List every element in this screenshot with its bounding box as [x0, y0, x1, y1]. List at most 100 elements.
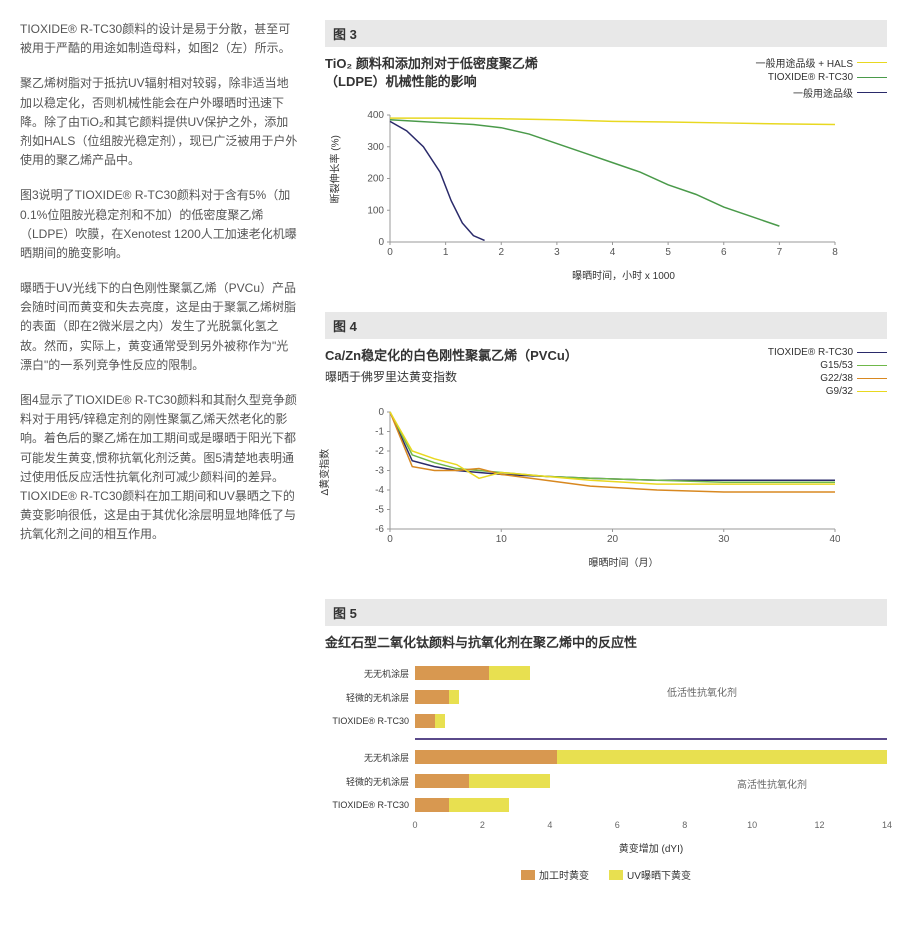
- fig5-title: 金红石型二氧化钛颜料与抗氧化剂在聚乙烯中的反应性: [325, 634, 887, 652]
- paragraph-4: 曝晒于UV光线下的白色刚性聚氯乙烯（PVCu）产品会随时间而黄变和失去亮度，这是…: [20, 279, 300, 375]
- svg-text:3: 3: [554, 247, 560, 258]
- fig5-chart: 无无机涂层 轻微的无机涂层 TIOXIDE® R-TC30 低活性抗氧化剂 无无…: [325, 664, 887, 814]
- x-tick: 8: [682, 820, 687, 830]
- svg-text:0: 0: [378, 237, 384, 248]
- x-tick: 0: [412, 820, 417, 830]
- fig5-label: 图 5: [325, 599, 887, 626]
- paragraph-5: 图4显示了TIOXIDE® R-TC30颜料和其耐久型竞争颜料对于用钙/锌稳定剂…: [20, 391, 300, 545]
- x-tick: 2: [480, 820, 485, 830]
- text-column: TIOXIDE® R-TC30颜料的设计是易于分散，甚至可被用于严酷的用途如制造…: [20, 20, 300, 912]
- bar-uv: [489, 666, 529, 680]
- fig3-label: 图 3: [325, 20, 887, 47]
- bar-uv: [435, 714, 445, 728]
- bar-row: TIOXIDE® R-TC30: [325, 712, 887, 730]
- bar-group: 无无机涂层 轻微的无机涂层 TIOXIDE® R-TC30 高活性抗氧化剂: [325, 748, 887, 814]
- svg-text:6: 6: [721, 247, 727, 258]
- fig5-xaxis: 02468101214: [415, 820, 887, 836]
- svg-text:10: 10: [496, 534, 508, 545]
- bar-group-annotation: 低活性抗氧化剂: [667, 684, 737, 699]
- fig5-xlabel: 黄变增加 (dYI): [415, 840, 887, 855]
- svg-text:2: 2: [498, 247, 504, 258]
- bar-uv: [469, 774, 550, 788]
- bar-uv: [449, 690, 459, 704]
- svg-text:20: 20: [607, 534, 619, 545]
- svg-text:0: 0: [387, 534, 393, 545]
- bar-proc: [415, 714, 435, 728]
- bar-row: 无无机涂层: [325, 748, 887, 766]
- legend-swatch: [857, 62, 887, 64]
- legend-swatch: [857, 391, 887, 393]
- svg-text:4: 4: [610, 247, 616, 258]
- legend-item: TIOXIDE® R-TC30: [755, 72, 887, 83]
- x-tick: 4: [547, 820, 552, 830]
- legend-item: 加工时黄变: [521, 867, 589, 882]
- bar-group: 无无机涂层 轻微的无机涂层 TIOXIDE® R-TC30 低活性抗氧化剂: [325, 664, 887, 730]
- svg-text:8: 8: [832, 247, 838, 258]
- fig3-title: TiO₂ 颜料和添加剂对于低密度聚乙烯（LDPE）机械性能的影响: [325, 55, 585, 91]
- legend-item: 一般用途品级 + HALS: [755, 55, 887, 70]
- bar-row: 无无机涂层: [325, 664, 887, 682]
- legend-item: TIOXIDE® R-TC30: [768, 347, 887, 358]
- x-tick: 6: [615, 820, 620, 830]
- x-tick: 10: [747, 820, 757, 830]
- bar-proc: [415, 750, 557, 764]
- fig3-legend: 一般用途品级 + HALS TIOXIDE® R-TC30 一般用途品级: [755, 55, 887, 102]
- legend-item: UV曝晒下黄变: [609, 867, 691, 882]
- page-container: TIOXIDE® R-TC30颜料的设计是易于分散，甚至可被用于严酷的用途如制造…: [0, 0, 907, 932]
- fig4-label: 图 4: [325, 312, 887, 339]
- paragraph-1: TIOXIDE® R-TC30颜料的设计是易于分散，甚至可被用于严酷的用途如制造…: [20, 20, 300, 58]
- svg-text:0: 0: [387, 247, 393, 258]
- figure-4: 图 4 Ca/Zn稳定化的白色刚性聚氯乙烯（PVCu） 曝晒于佛罗里达黄变指数 …: [325, 312, 887, 569]
- paragraph-2: 聚乙烯树脂对于抵抗UV辐射相对较弱，除非适当地加以稳定化，否则机械性能会在户外曝…: [20, 74, 300, 170]
- bar-group-annotation: 高活性抗氧化剂: [737, 776, 807, 791]
- svg-text:0: 0: [378, 407, 384, 418]
- x-tick: 14: [882, 820, 892, 830]
- fig4-title: Ca/Zn稳定化的白色刚性聚氯乙烯（PVCu）: [325, 347, 578, 365]
- svg-text:100: 100: [367, 205, 384, 216]
- bar-proc: [415, 666, 489, 680]
- bar-category-label: 无无机涂层: [325, 667, 415, 680]
- bar-uv: [557, 750, 887, 764]
- legend-swatch: [521, 870, 535, 880]
- svg-text:30: 30: [718, 534, 730, 545]
- bar-divider: [415, 738, 887, 740]
- legend-swatch: [609, 870, 623, 880]
- bar-row: TIOXIDE® R-TC30: [325, 796, 887, 814]
- bar-proc: [415, 774, 469, 788]
- svg-text:-1: -1: [375, 427, 384, 438]
- bar-proc: [415, 690, 449, 704]
- svg-text:400: 400: [367, 110, 384, 121]
- legend-swatch: [857, 378, 887, 380]
- bar-category-label: 无无机涂层: [325, 751, 415, 764]
- legend-swatch: [857, 92, 887, 94]
- legend-item: G15/53: [768, 360, 887, 371]
- svg-text:-2: -2: [375, 446, 384, 457]
- fig5-legend: 加工时黄变 UV曝晒下黄变: [325, 867, 887, 882]
- bar-category-label: TIOXIDE® R-TC30: [325, 800, 415, 810]
- svg-text:-6: -6: [375, 524, 384, 535]
- figure-5: 图 5 金红石型二氧化钛颜料与抗氧化剂在聚乙烯中的反应性 无无机涂层 轻微的无机…: [325, 599, 887, 882]
- bar-uv: [449, 798, 510, 812]
- fig4-subtitle: 曝晒于佛罗里达黄变指数: [325, 369, 578, 386]
- x-tick: 12: [815, 820, 825, 830]
- legend-item: G9/32: [768, 386, 887, 397]
- bar-category-label: TIOXIDE® R-TC30: [325, 716, 415, 726]
- fig3-chart: 0 100 200 300 400 0 1 2 3 4 5 6 7 8: [360, 110, 840, 260]
- svg-text:300: 300: [367, 142, 384, 153]
- fig3-xlabel: 曝晒时间，小时 x 1000: [360, 267, 887, 282]
- figure-3: 图 3 TiO₂ 颜料和添加剂对于低密度聚乙烯（LDPE）机械性能的影响 一般用…: [325, 20, 887, 282]
- svg-text:7: 7: [777, 247, 783, 258]
- bar-proc: [415, 798, 449, 812]
- bar-category-label: 轻微的无机涂层: [325, 691, 415, 704]
- svg-text:1: 1: [443, 247, 449, 258]
- svg-text:40: 40: [829, 534, 840, 545]
- paragraph-3: 图3说明了TIOXIDE® R-TC30颜料对于含有5%（加0.1%位阻胺光稳定…: [20, 186, 300, 263]
- fig4-legend: TIOXIDE® R-TC30G15/53G22/38G9/32: [768, 347, 887, 399]
- legend-swatch: [857, 365, 887, 367]
- legend-item: 一般用途品级: [755, 85, 887, 100]
- bar-row: 轻微的无机涂层: [325, 688, 887, 706]
- svg-text:5: 5: [665, 247, 671, 258]
- fig4-chart: -6-5-4-3-2-10010203040: [360, 407, 840, 547]
- svg-text:-3: -3: [375, 466, 384, 477]
- svg-text:200: 200: [367, 174, 384, 185]
